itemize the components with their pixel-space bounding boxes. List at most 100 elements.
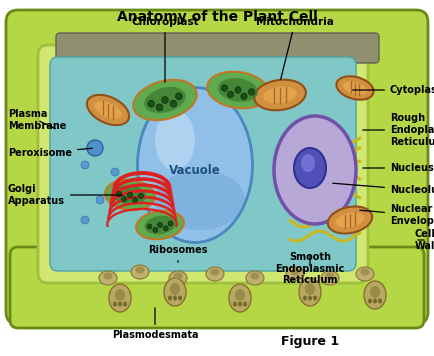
Text: Ribosomes: Ribosomes [148, 245, 207, 262]
Text: Vacuole: Vacuole [169, 163, 220, 177]
Text: Nucleolus: Nucleolus [332, 183, 434, 195]
Ellipse shape [221, 85, 227, 91]
Ellipse shape [103, 272, 112, 279]
Ellipse shape [147, 224, 151, 229]
Ellipse shape [307, 295, 311, 300]
Text: Plasma
Membrane: Plasma Membrane [8, 109, 66, 131]
Ellipse shape [320, 271, 338, 285]
Ellipse shape [355, 267, 373, 281]
FancyBboxPatch shape [38, 45, 367, 283]
Text: Anatomy of the Plant Cell: Anatomy of the Plant Cell [116, 10, 317, 24]
Ellipse shape [243, 302, 247, 307]
Ellipse shape [377, 298, 381, 304]
Ellipse shape [273, 116, 355, 224]
Text: Figure 1: Figure 1 [280, 335, 338, 348]
FancyBboxPatch shape [50, 57, 355, 271]
Ellipse shape [122, 196, 126, 202]
Ellipse shape [290, 268, 299, 276]
FancyBboxPatch shape [10, 247, 423, 328]
Ellipse shape [138, 193, 143, 199]
Ellipse shape [170, 283, 180, 295]
Ellipse shape [175, 93, 182, 100]
Ellipse shape [144, 87, 185, 113]
Ellipse shape [136, 211, 184, 239]
Ellipse shape [133, 80, 196, 120]
Ellipse shape [298, 278, 320, 306]
Ellipse shape [285, 267, 303, 281]
Ellipse shape [96, 196, 104, 204]
Ellipse shape [168, 221, 172, 226]
Ellipse shape [207, 72, 268, 108]
Ellipse shape [105, 180, 155, 210]
Ellipse shape [342, 81, 366, 95]
Text: Mitochondria: Mitochondria [256, 17, 333, 79]
Ellipse shape [137, 88, 252, 242]
Ellipse shape [132, 197, 137, 203]
Ellipse shape [144, 216, 175, 234]
FancyBboxPatch shape [56, 33, 378, 63]
Ellipse shape [157, 222, 162, 227]
Ellipse shape [367, 298, 371, 304]
Text: Cytoplasm: Cytoplasm [352, 85, 434, 95]
Text: Smooth
Endoplasmic
Reticulum: Smooth Endoplasmic Reticulum [275, 252, 344, 285]
Ellipse shape [173, 295, 177, 300]
Ellipse shape [148, 100, 154, 107]
Ellipse shape [302, 295, 306, 300]
Ellipse shape [369, 286, 379, 298]
Text: Nucleus: Nucleus [362, 163, 433, 173]
Ellipse shape [87, 140, 103, 156]
Ellipse shape [131, 265, 149, 279]
Ellipse shape [87, 95, 129, 125]
Ellipse shape [163, 226, 168, 231]
Ellipse shape [240, 93, 247, 100]
Text: Cell
Wall: Cell Wall [414, 229, 434, 251]
Ellipse shape [237, 302, 241, 307]
Ellipse shape [114, 185, 146, 205]
Ellipse shape [325, 272, 334, 279]
Ellipse shape [228, 284, 250, 312]
Ellipse shape [109, 284, 131, 312]
Ellipse shape [81, 161, 89, 169]
Ellipse shape [217, 78, 257, 102]
Ellipse shape [135, 267, 144, 273]
Ellipse shape [206, 267, 224, 281]
Ellipse shape [363, 281, 385, 309]
Ellipse shape [335, 76, 373, 100]
Ellipse shape [94, 101, 122, 119]
Ellipse shape [210, 268, 219, 276]
Ellipse shape [372, 298, 376, 304]
Ellipse shape [113, 302, 117, 307]
Text: Golgi
Apparatus: Golgi Apparatus [8, 184, 122, 206]
Text: Chloroplast: Chloroplast [131, 17, 198, 82]
Ellipse shape [263, 87, 296, 104]
Ellipse shape [156, 104, 162, 111]
Ellipse shape [170, 100, 176, 107]
Ellipse shape [312, 295, 316, 300]
Ellipse shape [234, 289, 244, 301]
Ellipse shape [293, 148, 325, 188]
Ellipse shape [233, 302, 237, 307]
Ellipse shape [81, 216, 89, 224]
Ellipse shape [169, 271, 187, 285]
Ellipse shape [155, 110, 194, 170]
Ellipse shape [253, 80, 305, 110]
Text: Peroxisome: Peroxisome [8, 148, 92, 158]
Ellipse shape [168, 295, 171, 300]
Ellipse shape [300, 154, 314, 172]
FancyBboxPatch shape [6, 10, 427, 324]
Ellipse shape [123, 302, 127, 307]
Ellipse shape [99, 271, 117, 285]
Ellipse shape [248, 89, 254, 95]
Ellipse shape [153, 227, 158, 232]
Text: Rough
Endoplasmic
Reticulum: Rough Endoplasmic Reticulum [362, 114, 434, 147]
Ellipse shape [234, 87, 240, 93]
Ellipse shape [127, 192, 132, 198]
Ellipse shape [118, 302, 122, 307]
Ellipse shape [360, 268, 368, 276]
Ellipse shape [116, 191, 121, 197]
Text: Nuclear
Envelope: Nuclear Envelope [359, 204, 434, 226]
Ellipse shape [155, 170, 244, 230]
Ellipse shape [115, 289, 125, 301]
Ellipse shape [178, 295, 181, 300]
Ellipse shape [106, 191, 114, 199]
